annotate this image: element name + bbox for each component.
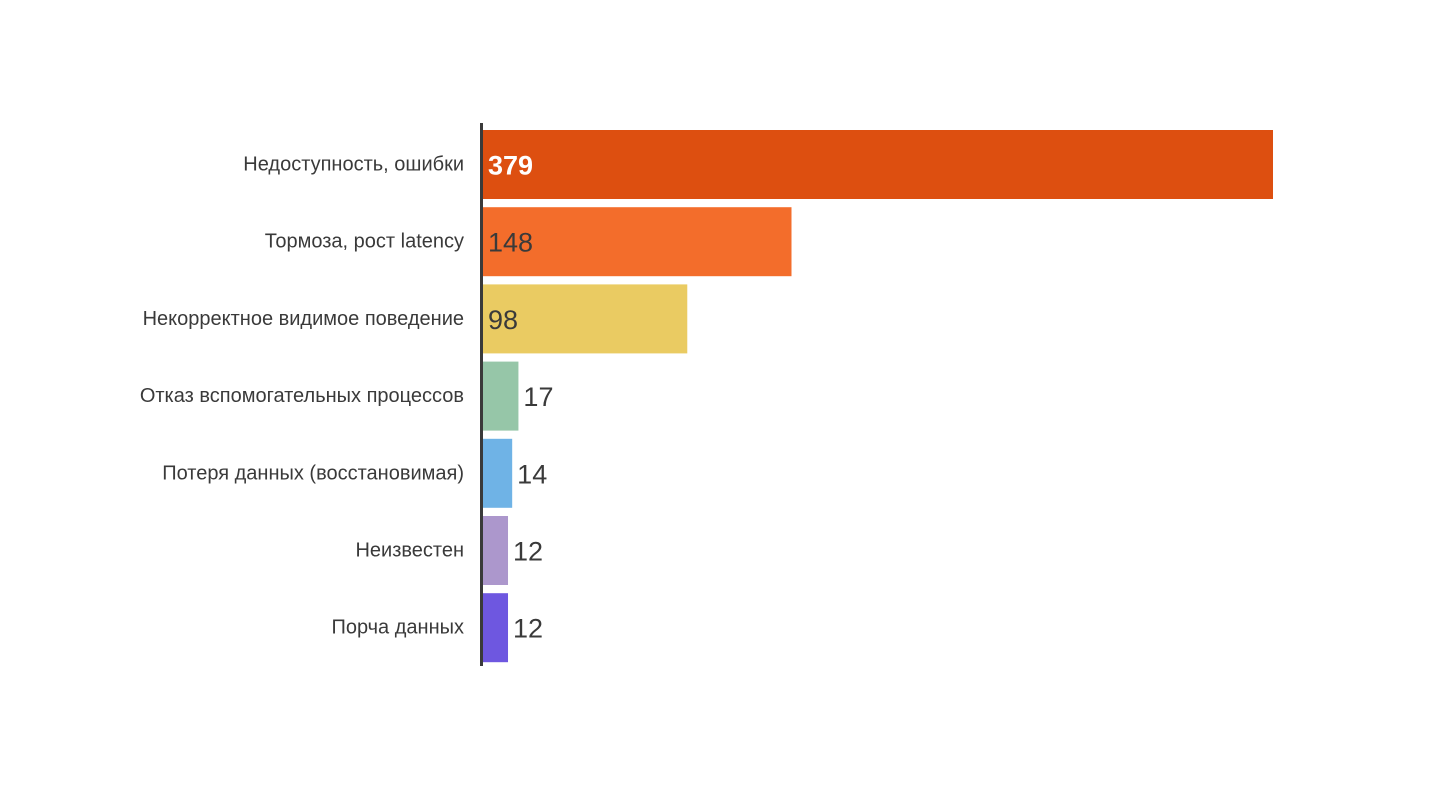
- value-label: 17: [523, 382, 553, 412]
- bar: [483, 593, 509, 663]
- value-label: 98: [488, 305, 518, 335]
- category-labels-group: Недоступность, ошибки Тормоза, рост laten…: [140, 154, 464, 639]
- bar: [483, 207, 792, 277]
- category-label: Некорректное видимое поведение: [143, 308, 464, 330]
- category-label: Тормоза, рост latency: [265, 231, 464, 253]
- category-label: Потеря данных (восстановимая): [162, 462, 464, 484]
- bar: [483, 361, 519, 431]
- bar: [483, 516, 509, 585]
- value-label: 148: [488, 228, 533, 258]
- bar: [483, 438, 513, 508]
- value-label: 12: [513, 537, 543, 567]
- bar: [483, 284, 688, 354]
- category-label: Неизвестен: [355, 540, 464, 562]
- category-label: Недоступность, ошибки: [243, 154, 464, 176]
- bars-group: [483, 130, 1273, 663]
- value-label: 379: [488, 151, 533, 181]
- value-labels-group: 379 148 98 17 14 12 12: [488, 151, 553, 644]
- value-label: 14: [517, 459, 547, 489]
- category-label: Порча данных: [331, 617, 464, 639]
- value-label: 12: [513, 614, 543, 644]
- category-label: Отказ вспомогательных процессов: [140, 385, 464, 407]
- bar: [483, 130, 1273, 199]
